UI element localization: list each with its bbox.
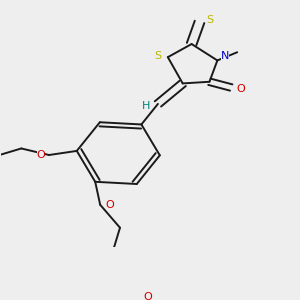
Text: S: S: [206, 15, 213, 25]
Text: N: N: [221, 51, 230, 61]
Text: O: O: [143, 292, 152, 300]
Text: O: O: [37, 150, 46, 160]
Text: O: O: [237, 84, 245, 94]
Text: O: O: [106, 200, 115, 210]
Text: H: H: [142, 100, 150, 111]
Text: S: S: [154, 50, 161, 61]
